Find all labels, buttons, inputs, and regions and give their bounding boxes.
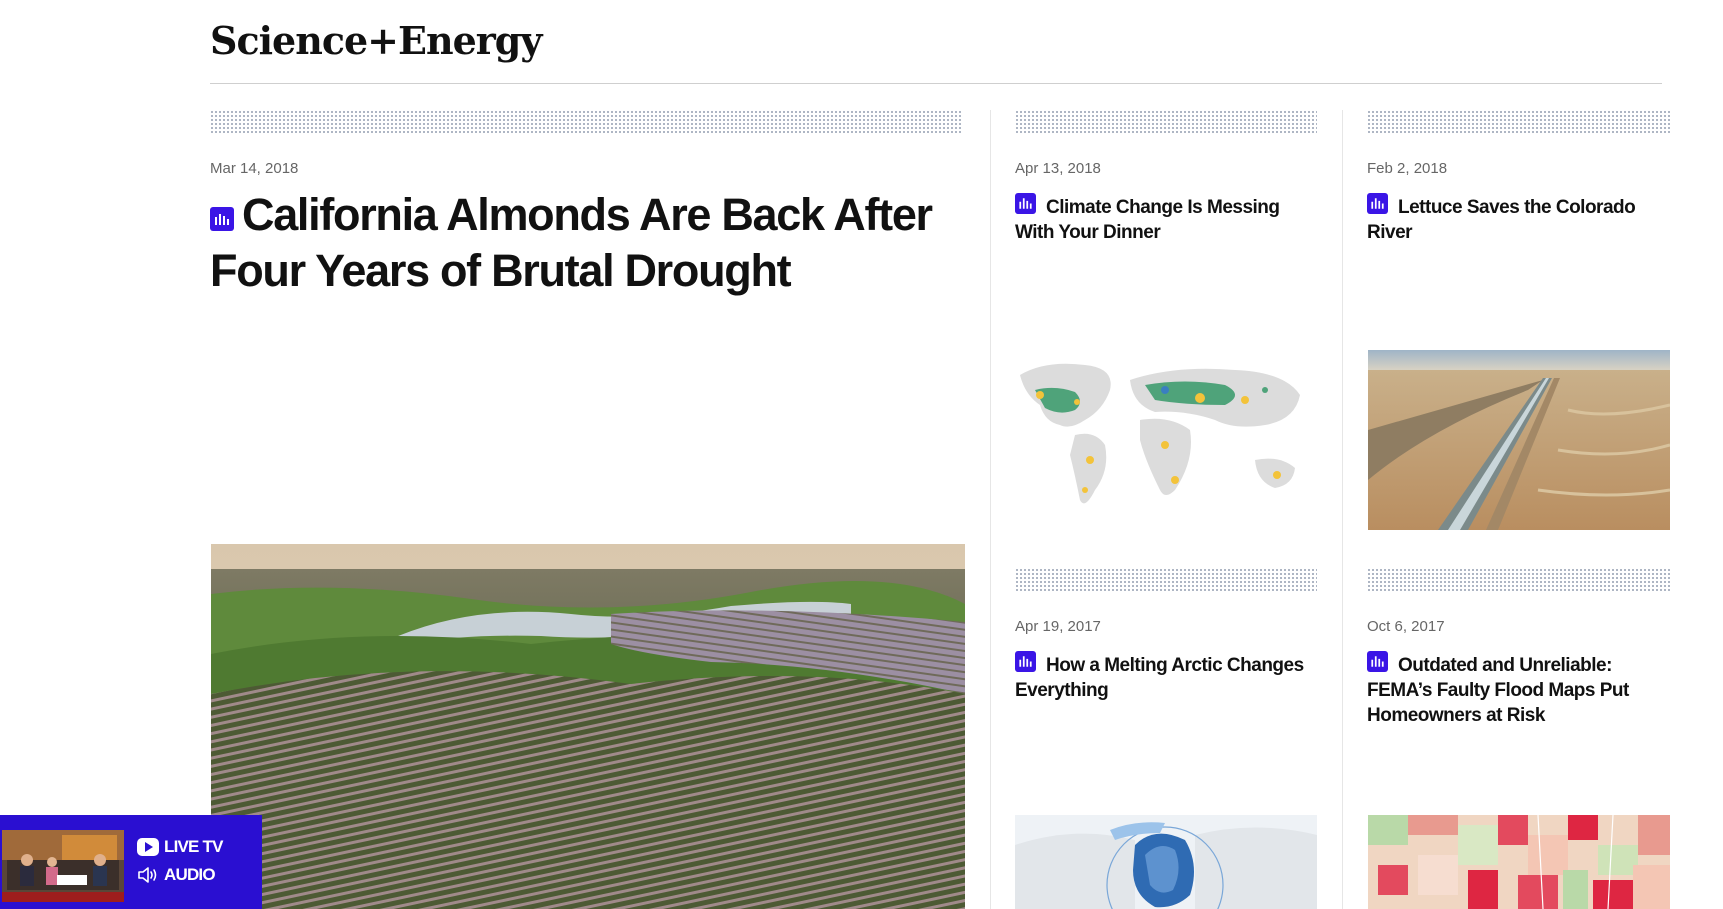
speaker-icon bbox=[138, 867, 157, 883]
live-tv-thumbnail[interactable] bbox=[2, 830, 124, 902]
play-icon bbox=[137, 838, 159, 856]
headline-text[interactable]: How a Melting Arctic Changes Everything bbox=[1015, 655, 1304, 701]
story-headline[interactable]: Lettuce Saves the Colorado River bbox=[1367, 192, 1667, 245]
live-tv-label[interactable]: LIVE TV bbox=[164, 837, 223, 856]
column-divider bbox=[990, 110, 991, 909]
arctic-map-image[interactable] bbox=[1015, 815, 1317, 909]
story-headline[interactable]: How a Melting Arctic Changes Everything bbox=[1015, 650, 1315, 703]
audio-button[interactable]: AUDIO bbox=[136, 865, 216, 885]
lead-story-headline[interactable]: California Almonds Are Back After Four Y… bbox=[210, 187, 970, 299]
dotted-band bbox=[1015, 110, 1317, 135]
live-media-widget: LIVE TV AUDIO bbox=[0, 815, 262, 909]
headline-text[interactable]: California Almonds Are Back After Four Y… bbox=[210, 189, 933, 296]
world-map-image[interactable] bbox=[1015, 350, 1317, 530]
dotted-band bbox=[1367, 110, 1670, 135]
title-divider bbox=[210, 83, 1662, 84]
story-date: Apr 19, 2017 bbox=[1015, 618, 1101, 635]
headline-text[interactable]: Climate Change Is Messing With Your Dinn… bbox=[1015, 197, 1280, 243]
dotted-band bbox=[1367, 568, 1670, 593]
live-tv-button[interactable]: LIVE TV bbox=[136, 837, 223, 857]
audio-story-icon bbox=[210, 207, 234, 231]
story-date: Apr 13, 2018 bbox=[1015, 160, 1101, 177]
flood-map-image[interactable] bbox=[1368, 815, 1670, 909]
story-headline[interactable]: Outdated and Unreliable: FEMA’s Faulty F… bbox=[1367, 650, 1667, 728]
audio-story-icon bbox=[1015, 651, 1036, 672]
dotted-band bbox=[1015, 568, 1317, 593]
audio-story-icon bbox=[1015, 193, 1036, 214]
headline-text[interactable]: Lettuce Saves the Colorado River bbox=[1367, 197, 1636, 243]
audio-story-icon bbox=[1367, 651, 1388, 672]
audio-label[interactable]: AUDIO bbox=[164, 865, 216, 884]
story-date: Mar 14, 2018 bbox=[210, 160, 299, 177]
desert-canal-image[interactable] bbox=[1368, 350, 1670, 530]
audio-story-icon bbox=[1367, 193, 1388, 214]
column-divider bbox=[1342, 110, 1343, 909]
story-headline[interactable]: Climate Change Is Messing With Your Dinn… bbox=[1015, 192, 1315, 245]
story-date: Feb 2, 2018 bbox=[1367, 160, 1448, 177]
dotted-band bbox=[210, 110, 963, 135]
story-date: Oct 6, 2017 bbox=[1367, 618, 1445, 635]
lead-story-image[interactable] bbox=[211, 544, 965, 909]
section-title[interactable]: Science+Energy bbox=[210, 18, 542, 63]
headline-text[interactable]: Outdated and Unreliable: FEMA’s Faulty F… bbox=[1367, 655, 1629, 726]
